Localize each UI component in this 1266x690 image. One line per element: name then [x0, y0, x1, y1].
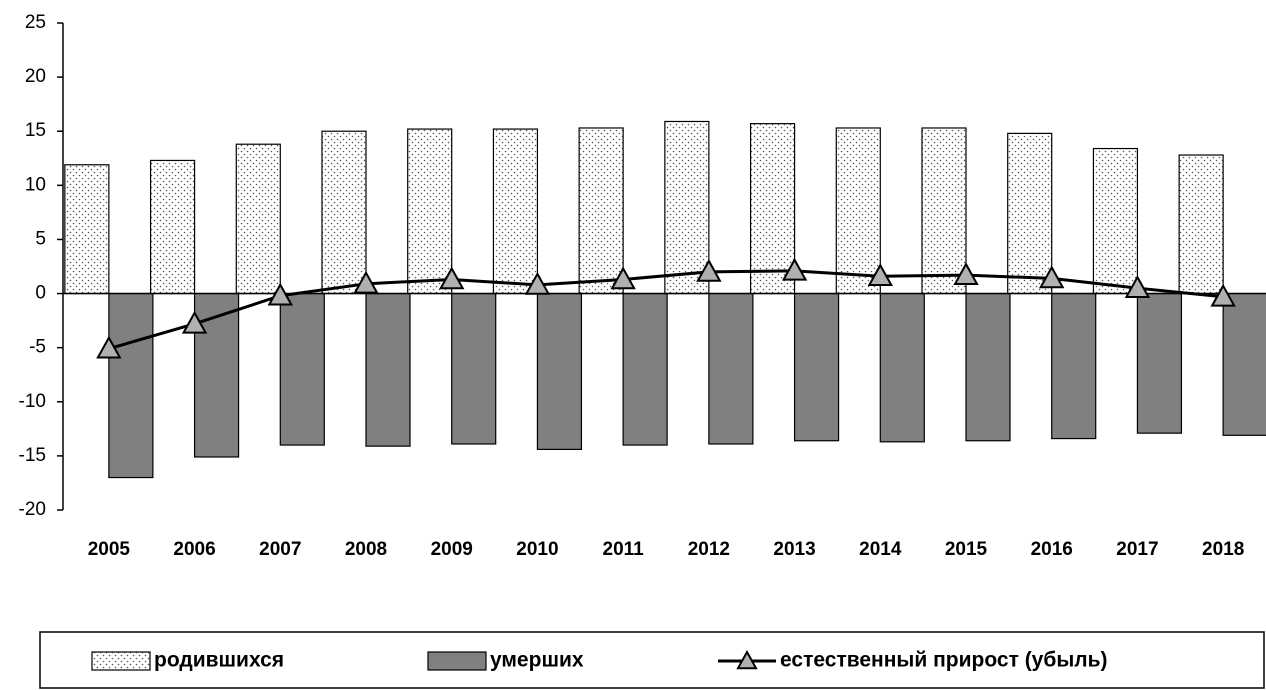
x-tick-label: 2005 — [88, 539, 131, 560]
x-tick-label: 2017 — [1116, 539, 1158, 560]
y-tick-label: -10 — [19, 391, 46, 412]
legend-swatch — [91, 651, 151, 671]
y-tick-label: -15 — [19, 445, 46, 466]
x-tick-label: 2015 — [945, 539, 988, 560]
x-tick-label: 2006 — [173, 539, 215, 560]
marker — [867, 263, 893, 287]
bar — [64, 164, 110, 295]
marker — [953, 262, 979, 285]
bar — [279, 292, 325, 446]
x-tick-label: 2010 — [516, 539, 558, 560]
marker — [1124, 275, 1151, 298]
bar — [708, 292, 754, 445]
x-tick-label: 2012 — [688, 539, 730, 560]
bar — [965, 292, 1011, 442]
x-tick-label: 2018 — [1202, 539, 1244, 560]
bar — [1007, 132, 1053, 295]
bar — [1136, 292, 1183, 434]
x-tick-label: 2008 — [345, 539, 387, 560]
y-tick-label: 25 — [25, 12, 46, 33]
marker — [1039, 265, 1065, 289]
marker — [781, 257, 808, 281]
legend-box — [39, 631, 1265, 689]
marker — [267, 282, 293, 306]
x-tick-label: 2016 — [1031, 539, 1073, 560]
x-tick-label: 2013 — [773, 539, 815, 560]
legend-swatch — [427, 651, 487, 671]
bar — [1092, 147, 1139, 295]
x-tick-label: 2011 — [603, 539, 645, 560]
bar — [793, 292, 840, 442]
marker — [696, 258, 722, 282]
y-tick-label: 5 — [35, 228, 46, 249]
y-tick-label: 10 — [25, 174, 46, 195]
bar — [108, 292, 154, 479]
y-tick-label: 15 — [25, 120, 46, 141]
bar — [879, 292, 925, 443]
bar — [536, 292, 583, 450]
y-tick-label: -20 — [19, 499, 46, 520]
bar — [1178, 154, 1224, 295]
x-tick-label: 2014 — [859, 539, 902, 560]
bar — [451, 292, 497, 445]
bar — [664, 120, 710, 295]
x-tick-label: 2009 — [431, 539, 473, 560]
y-tick-label: -5 — [29, 337, 46, 358]
bar — [578, 127, 624, 295]
marker — [610, 266, 636, 290]
bar — [407, 128, 453, 295]
bar — [921, 127, 967, 295]
marker — [524, 271, 551, 295]
marker — [439, 266, 465, 290]
bar — [365, 292, 411, 447]
bar — [1222, 292, 1266, 436]
bar — [149, 159, 196, 295]
bar — [622, 292, 668, 446]
bar — [321, 130, 367, 295]
bar — [835, 127, 881, 295]
x-tick-label: 2007 — [259, 539, 301, 560]
bar — [1051, 292, 1097, 440]
legend-label: родившихся — [154, 649, 284, 672]
bar — [235, 143, 281, 295]
bar — [749, 123, 796, 295]
y-tick-label: 0 — [35, 283, 46, 304]
y-tick-label: 20 — [25, 66, 46, 87]
marker — [181, 310, 208, 334]
legend-label: умерших — [490, 649, 584, 672]
bar — [492, 128, 539, 295]
marker — [1210, 283, 1236, 307]
legend-label: естественный прирост (убыль) — [780, 649, 1108, 672]
marker — [353, 270, 379, 294]
marker — [96, 335, 122, 359]
legend-marker — [736, 649, 758, 670]
line — [108, 269, 1224, 351]
